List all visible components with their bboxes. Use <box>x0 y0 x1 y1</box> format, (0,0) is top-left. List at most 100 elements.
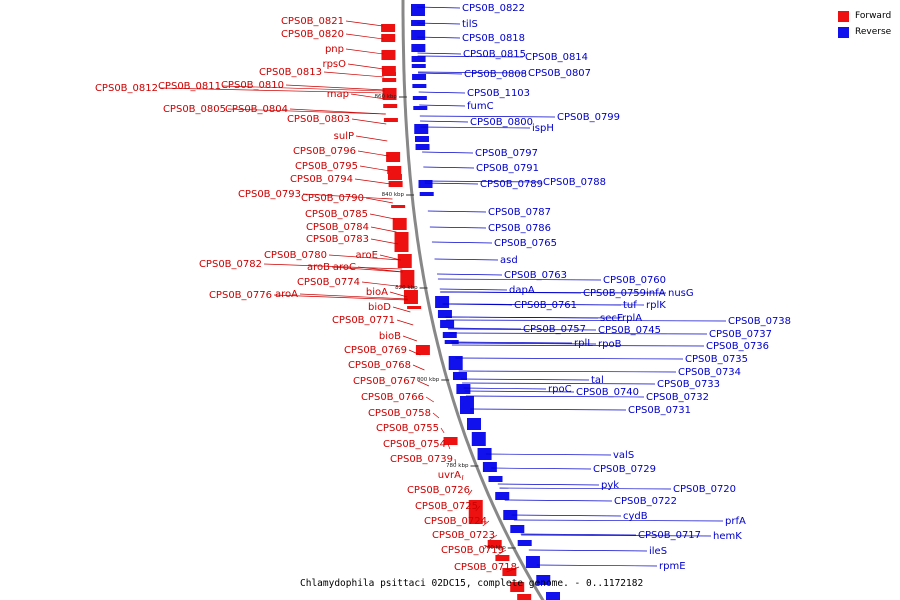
forward-gene-block <box>381 50 396 60</box>
forward-leader-line <box>345 33 384 40</box>
forward-leader-line <box>357 150 389 157</box>
reverse-leader-line <box>464 390 575 393</box>
forward-gene-label-cps0b-0782: CPS0B_0782 <box>199 259 262 270</box>
forward-leader-line <box>489 534 498 541</box>
reverse-gene-label-cps0b-0735: CPS0B_0735 <box>685 354 748 365</box>
reverse-leader-line <box>485 453 612 456</box>
reverse-leader-line <box>417 55 524 58</box>
forward-leader-line <box>392 306 411 313</box>
reverse-gene-label-cps0b-0818: CPS0B_0818 <box>462 33 525 44</box>
reverse-gene-label-tal: tal <box>591 375 604 386</box>
tick-label: 820 kbp <box>395 285 418 291</box>
forward-leader-line <box>328 254 401 261</box>
reverse-gene-block <box>419 192 434 196</box>
reverse-leader-line <box>528 549 648 552</box>
reverse-leader-line <box>418 72 463 75</box>
forward-leader-line <box>412 364 425 371</box>
forward-leader-line <box>408 349 421 356</box>
reverse-leader-line <box>463 387 547 390</box>
reverse-leader-line <box>521 534 712 537</box>
reverse-leader-line <box>419 115 556 118</box>
reverse-leader-line <box>440 291 667 294</box>
forward-gene-block <box>382 88 397 100</box>
forward-gene-block <box>386 152 401 162</box>
forward-leader-line <box>222 85 385 92</box>
reverse-gene-label-cps0b-0720: CPS0B_0720 <box>673 484 736 495</box>
reverse-leader-line <box>417 22 461 25</box>
forward-leader-line <box>159 87 385 94</box>
reverse-gene-label-iles: ileS <box>649 546 667 557</box>
reverse-gene-label-cps0b-0791: CPS0B_0791 <box>476 163 539 174</box>
reverse-gene-label-asd: asd <box>500 255 518 266</box>
reverse-gene-label-dapa: dapA <box>509 285 535 296</box>
reverse-gene-label-cps0b-0722: CPS0B_0722 <box>614 496 677 507</box>
tick-label: 860 kbp <box>374 94 397 100</box>
tick-label: 840 kbp <box>382 192 405 198</box>
tick-label: 800 kbp <box>417 377 440 383</box>
forward-gene-label-cps0b-0790: CPS0B_0790 <box>301 193 364 204</box>
reverse-gene-block <box>412 74 427 80</box>
reverse-gene-block <box>411 30 426 40</box>
forward-gene-label-cps0b-0803: CPS0B_0803 <box>287 114 350 125</box>
forward-gene-label-cps0b-0739: CPS0B_0739 <box>390 454 453 465</box>
reverse-leader-line <box>470 408 627 411</box>
forward-gene-block <box>394 232 409 252</box>
forward-leader-line <box>355 135 388 142</box>
forward-gene-label-cps0b-0768: CPS0B_0768 <box>348 360 411 371</box>
reverse-leader-line <box>431 241 493 244</box>
reverse-gene-block <box>411 64 426 68</box>
reverse-gene-label-cps0b-0734: CPS0B_0734 <box>678 367 741 378</box>
forward-gene-label-cps0b-0804: CPS0B_0804 <box>225 104 288 115</box>
reverse-leader-line <box>437 278 602 281</box>
forward-gene-label-biob: bioB <box>379 331 401 342</box>
reverse-gene-label-cps0b-0800: CPS0B_0800 <box>470 117 533 128</box>
reverse-leader-line <box>434 258 499 261</box>
label-leaders <box>159 6 727 573</box>
forward-leader-line <box>506 566 520 573</box>
reverse-leader-line <box>462 382 656 385</box>
reverse-swatch <box>838 26 849 38</box>
forward-leader-line <box>369 213 395 220</box>
reverse-gene-label-pyk: pyk <box>601 480 619 491</box>
forward-leader-line <box>354 178 391 185</box>
reverse-gene-block <box>459 396 474 414</box>
forward-leader-line <box>417 380 430 387</box>
reverse-gene-block <box>412 96 427 100</box>
forward-leader-line <box>432 412 440 419</box>
forward-leader-line <box>357 266 403 273</box>
reverse-gene-label-prfa: prfA <box>725 516 746 527</box>
reverse-leader-line <box>424 180 542 183</box>
reverse-gene-block <box>414 124 429 134</box>
reverse-leader-line <box>445 316 621 319</box>
forward-gene-block <box>381 72 396 76</box>
forward-gene-label-cps0b-0719: CPS0B_0719 <box>441 545 504 556</box>
forward-leader-line <box>331 266 403 273</box>
forward-gene-block <box>443 437 458 445</box>
forward-leader-line <box>497 549 507 556</box>
forward-gene-label-cps0b-0767: CPS0B_0767 <box>353 376 416 387</box>
forward-gene-block <box>487 540 502 548</box>
forward-gene-label-cps0b-0726: CPS0B_0726 <box>407 485 470 496</box>
forward-gene-block <box>403 290 418 304</box>
forward-leader-line <box>440 427 445 434</box>
reverse-gene-label-isph: ispH <box>532 123 554 134</box>
forward-leader-line <box>425 396 435 403</box>
reverse-gene-label-cps0b-0788: CPS0B_0788 <box>543 177 606 188</box>
forward-leader-line <box>379 254 401 261</box>
forward-gene-label-cps0b-0754: CPS0B_0754 <box>383 439 446 450</box>
reverse-gene-label-rpob: rpoB <box>598 339 622 350</box>
reverse-gene-block <box>412 84 427 88</box>
reverse-gene-label-cps0b-0738: CPS0B_0738 <box>728 316 791 327</box>
reverse-leader-line <box>513 519 724 522</box>
reverse-gene-label-cps0b-0757: CPS0B_0757 <box>523 324 586 335</box>
reverse-gene-block <box>413 106 428 110</box>
reverse-leader-line <box>448 328 597 331</box>
reverse-gene-block <box>517 540 532 546</box>
forward-gene-label-cps0b-0774: CPS0B_0774 <box>297 277 360 288</box>
forward-swatch <box>838 10 849 22</box>
forward-leader-line <box>345 48 384 55</box>
reverse-leader-line <box>460 378 590 381</box>
reverse-gene-label-cps0b-0737: CPS0B_0737 <box>709 329 772 340</box>
reverse-gene-block <box>488 476 503 482</box>
